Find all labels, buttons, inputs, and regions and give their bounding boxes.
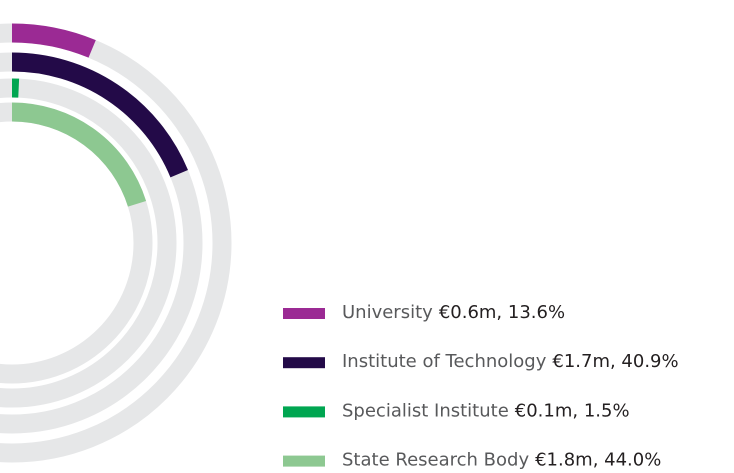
legend-value: €1.7m, 40.9% [552, 351, 678, 372]
legend-swatch [283, 456, 325, 467]
legend-category: Institute of Technology [342, 351, 547, 372]
legend-value: €0.6m, 13.6% [439, 302, 565, 323]
legend-value: €1.8m, 44.0% [535, 450, 661, 469]
track [0, 112, 143, 374]
legend-label: Specialist Institute €0.1m, 1.5% [342, 400, 630, 421]
legend-swatch [283, 357, 325, 368]
legend-label: State Research Body €1.8m, 44.0% [342, 450, 661, 469]
legend-label: Institute of Technology€1.7m, 40.9% [342, 351, 679, 372]
legend-category: Specialist Institute [342, 400, 509, 421]
legend-swatch [283, 406, 325, 417]
legend-category: University [342, 302, 433, 323]
legend-label: University €0.6m, 13.6% [342, 302, 565, 323]
legend-swatch [283, 308, 325, 319]
legend-value: €0.1m, 1.5% [515, 400, 630, 421]
legend-category: State Research Body [342, 450, 529, 469]
